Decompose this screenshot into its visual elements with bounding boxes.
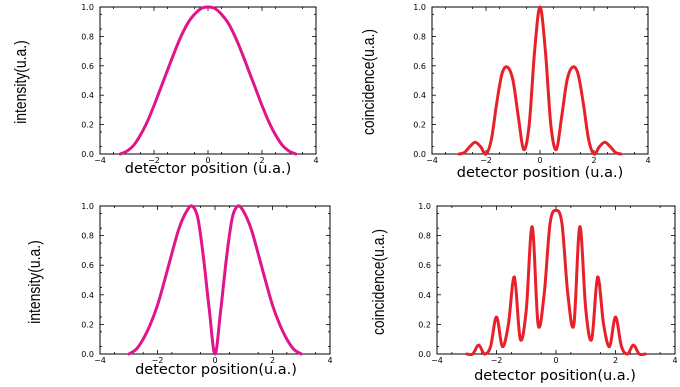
panel-1: 0.0 0.2 0.4 0.6 0.8 1.0 −4 −2 0 2 4 detector positi… [12, 3, 319, 177]
y-tick-label: 1.0 [81, 202, 94, 211]
x-tick-label: −2 [148, 156, 160, 165]
plot-frame [436, 205, 676, 355]
y-tick-label: 0.4 [418, 291, 431, 300]
x-tick-label: −4 [431, 356, 443, 365]
x-tick-label: 2 [613, 356, 618, 365]
series-line-1 [118, 5, 298, 156]
y-tick-label: 0.6 [81, 261, 94, 270]
series-line-1 [465, 208, 647, 357]
y-tick-label: 0.2 [81, 320, 94, 329]
y-tick-label: 0.2 [413, 121, 426, 130]
x-tick-label: 4 [313, 156, 318, 165]
y-axis-label: coincidence(u.a.) [370, 229, 389, 335]
panel-3: 0.0 0.2 0.4 0.6 0.8 1.0 −4 −2 0 2 4 detector positi… [26, 202, 333, 378]
y-tick-label: 0.6 [413, 62, 426, 71]
y-tick-label: 0.0 [81, 350, 94, 359]
y-axis-label: intensity(u.a.) [26, 240, 45, 324]
x-tick-label: 2 [259, 156, 264, 165]
y-axis-label: coincidence(u.a.) [360, 29, 379, 135]
series-line-1 [457, 5, 623, 156]
y-tick-label: 1.0 [81, 3, 94, 12]
x-tick-label: −4 [94, 356, 106, 365]
plot-frame [431, 6, 649, 155]
x-tick-label: 2 [591, 156, 596, 165]
x-axis-label: detector position (u.a.) [457, 165, 623, 181]
y-tick-label: 0.2 [418, 320, 431, 329]
x-axis-label: detector position(u.a.) [474, 368, 636, 384]
x-tick-label: 4 [327, 356, 332, 365]
y-tick-label: 0.6 [81, 62, 94, 71]
x-tick-label: 0 [205, 156, 210, 165]
plot-frame [99, 205, 331, 355]
panel-2: 0.0 0.2 0.4 0.6 0.8 1.0 −4 −2 0 2 4 detector positi… [360, 3, 651, 181]
series-line-1 [127, 204, 303, 356]
y-tick-label: 0.0 [81, 150, 94, 159]
y-tick-label: 0.2 [81, 121, 94, 130]
y-axis-label: intensity(u.a.) [12, 40, 31, 124]
x-tick-label: −2 [491, 356, 503, 365]
y-tick-label: 0.8 [81, 32, 94, 41]
y-tick-label: 0.4 [81, 91, 94, 100]
x-tick-label: 0 [553, 356, 558, 365]
x-tick-label: −2 [152, 356, 164, 365]
y-tick-label: 1.0 [418, 202, 431, 211]
x-tick-label: 4 [672, 356, 677, 365]
x-tick-label: −4 [94, 156, 106, 165]
y-tick-label: 0.0 [413, 150, 426, 159]
y-tick-label: 0.8 [81, 232, 94, 241]
x-tick-label: 0 [212, 356, 217, 365]
x-axis-label: detector position(u.a.) [135, 362, 297, 378]
y-tick-label: 0.4 [413, 91, 426, 100]
x-tick-label: 0 [537, 156, 542, 165]
y-tick-label: 0.0 [418, 350, 431, 359]
panel-4: 0.0 0.2 0.4 0.6 0.8 1.0 −4 −2 0 2 4 detector positi… [370, 202, 678, 384]
x-tick-label: −2 [480, 156, 492, 165]
y-tick-label: 0.8 [418, 232, 431, 241]
y-tick-label: 0.8 [413, 32, 426, 41]
x-tick-label: 4 [645, 156, 650, 165]
y-tick-label: 0.4 [81, 291, 94, 300]
x-tick-label: −4 [426, 156, 438, 165]
x-tick-label: 2 [270, 356, 275, 365]
plot-frame [99, 6, 317, 155]
x-axis-label: detector position (u.a.) [125, 161, 291, 177]
y-tick-label: 0.6 [418, 261, 431, 270]
y-tick-label: 1.0 [413, 3, 426, 12]
